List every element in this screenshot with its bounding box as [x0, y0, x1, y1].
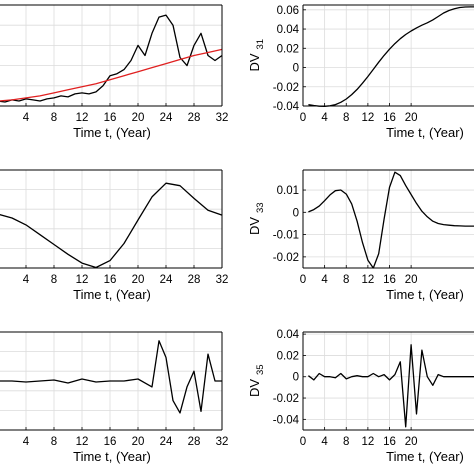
x-tick-label: 8	[343, 436, 349, 448]
panel-right-bottom: 0 4 8 12 16 20 0.04 0.02 0 -0.02 -0.04 Time t, (Yea…	[247, 329, 474, 464]
panel-right-middle: 0 4 8 12 16 20 0.01 0 -0.01 -0.02 Time t, (Year) DV…	[247, 169, 474, 302]
plot-area	[303, 170, 474, 268]
x-tick-label: 16	[104, 274, 117, 286]
x-tick-label: 12	[361, 274, 374, 286]
y-axis-label: DV	[247, 217, 262, 235]
x-tick-label: 0	[300, 436, 306, 448]
series-line-1	[308, 6, 474, 107]
y-tick-label: 0	[293, 63, 299, 75]
x-axis-label: Time t, (Year)	[386, 449, 464, 464]
panel-right-top: 0 4 8 12 16 20 0.06 0.04 0.02 0 -0.02 -0.04 Time t, …	[247, 4, 474, 140]
x-tick-label: 8	[51, 112, 57, 124]
y-tick-label: 0	[293, 207, 299, 219]
series-line-1	[308, 344, 474, 428]
y-tick-label: 0.02	[277, 43, 299, 55]
x-tick-label: 20	[132, 112, 145, 124]
x-tick-label: 8	[51, 436, 57, 448]
x-tick-label: 24	[160, 112, 173, 124]
x-tick-label: 32	[216, 274, 229, 286]
x-tick-label: 12	[76, 112, 89, 124]
y-tick-label: -0.04	[273, 414, 300, 426]
x-tick-label: 8	[343, 112, 349, 124]
y-tick-label: 0	[293, 372, 299, 384]
x-tick-label: 4	[321, 274, 328, 286]
x-tick-label: 4	[23, 274, 30, 286]
y-axis-label: DV	[247, 53, 262, 71]
plot-area	[303, 332, 474, 430]
y-tick-label: 0.06	[277, 5, 299, 17]
x-tick-label: 20	[405, 112, 418, 124]
x-tick-label: 4	[321, 436, 328, 448]
x-tick-label: 16	[383, 274, 396, 286]
x-tick-label: 12	[361, 112, 374, 124]
x-tick-label: 32	[216, 112, 229, 124]
x-tick-label: 16	[104, 112, 117, 124]
series-line-1	[0, 182, 223, 269]
y-tick-label: 0.02	[277, 350, 299, 362]
y-axis-label-subscript: 35	[255, 364, 266, 375]
x-tick-label: 20	[405, 436, 418, 448]
y-tick-label: -0.04	[273, 101, 300, 113]
x-tick-label: 28	[188, 112, 201, 124]
y-tick-label: -0.02	[273, 393, 299, 405]
x-tick-label: 4	[23, 112, 30, 124]
y-tick-label: -0.02	[273, 82, 299, 94]
x-tick-label: 24	[160, 274, 173, 286]
x-tick-label: 32	[216, 436, 229, 448]
x-tick-label: 0	[300, 274, 306, 286]
x-tick-label: 16	[383, 436, 396, 448]
x-axis-label: Time t, (Year)	[386, 125, 464, 140]
y-tick-label: -0.02	[273, 252, 299, 264]
x-tick-label: 4	[321, 112, 328, 124]
x-tick-label: 24	[160, 436, 173, 448]
x-tick-label: 12	[76, 274, 89, 286]
y-axis-label-subscript: 33	[255, 202, 266, 213]
y-tick-label: -0.01	[273, 230, 299, 242]
x-tick-label: 4	[23, 436, 30, 448]
panel-left-top: 4 8 12 16 20 24 28 32 Time t, (Year)	[0, 4, 229, 140]
y-axis-label-subscript: 31	[255, 39, 266, 50]
panel-left-bottom: 4 8 12 16 20 24 28 32 Time t, (Year)	[0, 331, 229, 464]
x-tick-label: 20	[405, 274, 418, 286]
y-tick-label: 0.04	[277, 24, 300, 36]
y-axis-label: DV	[247, 379, 262, 397]
x-tick-label: 16	[104, 436, 117, 448]
series-line-1	[0, 340, 222, 414]
x-tick-label: 0	[300, 112, 306, 124]
x-tick-label: 28	[188, 436, 201, 448]
x-axis-label: Time t, (Year)	[73, 287, 151, 302]
plot-area	[303, 5, 474, 106]
x-tick-label: 20	[132, 436, 145, 448]
x-tick-label: 12	[76, 436, 89, 448]
series-line-1	[308, 171, 474, 269]
x-tick-label: 16	[383, 112, 396, 124]
x-tick-label: 20	[132, 274, 145, 286]
y-tick-label: 0.01	[277, 185, 299, 197]
x-tick-label: 12	[361, 436, 374, 448]
x-tick-label: 8	[343, 274, 349, 286]
series-line-1	[0, 14, 223, 103]
series-line-2	[0, 48, 223, 102]
panel-left-middle: 4 8 12 16 20 24 28 32 Time t, (Year)	[0, 169, 229, 302]
y-tick-label: 0.04	[277, 329, 300, 341]
x-tick-label: 8	[51, 274, 57, 286]
plot-area	[0, 170, 222, 268]
x-axis-label: Time t, (Year)	[386, 287, 464, 302]
x-axis-label: Time t, (Year)	[73, 125, 151, 140]
x-axis-label: Time t, (Year)	[73, 449, 151, 464]
x-tick-label: 28	[188, 274, 201, 286]
plot-area	[0, 5, 222, 106]
